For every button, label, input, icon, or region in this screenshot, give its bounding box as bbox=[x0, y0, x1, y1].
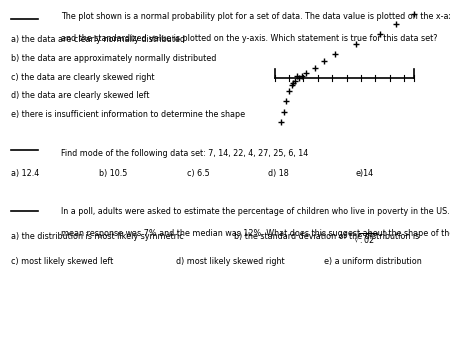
Text: e) a uniform distribution: e) a uniform distribution bbox=[324, 257, 422, 266]
Text: c) most likely skewed left: c) most likely skewed left bbox=[11, 257, 113, 266]
Text: c) 6.5: c) 6.5 bbox=[187, 169, 210, 178]
Text: In a poll, adults were asked to estimate the percentage of children who live in : In a poll, adults were asked to estimate… bbox=[61, 207, 450, 216]
Text: Find mode of the following data set: 7, 14, 22, 4, 27, 25, 6, 14: Find mode of the following data set: 7, … bbox=[61, 149, 308, 159]
Text: e)14: e)14 bbox=[356, 169, 373, 178]
Text: b) the data are approximately normally distributed: b) the data are approximately normally d… bbox=[11, 54, 216, 63]
Text: d) 18: d) 18 bbox=[268, 169, 288, 178]
Text: a) 12.4: a) 12.4 bbox=[11, 169, 40, 178]
Text: and the standardized value is plotted on the y-axis. Which statement is true for: and the standardized value is plotted on… bbox=[61, 34, 437, 43]
Text: b) the standard deviation of the distribution is: b) the standard deviation of the distrib… bbox=[234, 232, 422, 241]
Text: The plot shown is a normal probability plot for a set of data. The data value is: The plot shown is a normal probability p… bbox=[61, 12, 450, 21]
Text: mean response was 7% and the median was 12%. What does this suggest about the sh: mean response was 7% and the median was … bbox=[61, 229, 450, 238]
Text: $\sqrt{.02}$: $\sqrt{.02}$ bbox=[353, 232, 377, 246]
Text: d) the data are clearly skewed left: d) the data are clearly skewed left bbox=[11, 91, 149, 100]
Text: e) there is insufficient information to determine the shape: e) there is insufficient information to … bbox=[11, 110, 245, 119]
Text: a) the distribution is most likely symmetric: a) the distribution is most likely symme… bbox=[11, 232, 184, 241]
Text: d) most likely skewed right: d) most likely skewed right bbox=[176, 257, 284, 266]
Text: a) the data are clearly normally distributed: a) the data are clearly normally distrib… bbox=[11, 35, 185, 45]
Text: c) the data are clearly skewed right: c) the data are clearly skewed right bbox=[11, 73, 155, 82]
Text: b) 10.5: b) 10.5 bbox=[99, 169, 127, 178]
